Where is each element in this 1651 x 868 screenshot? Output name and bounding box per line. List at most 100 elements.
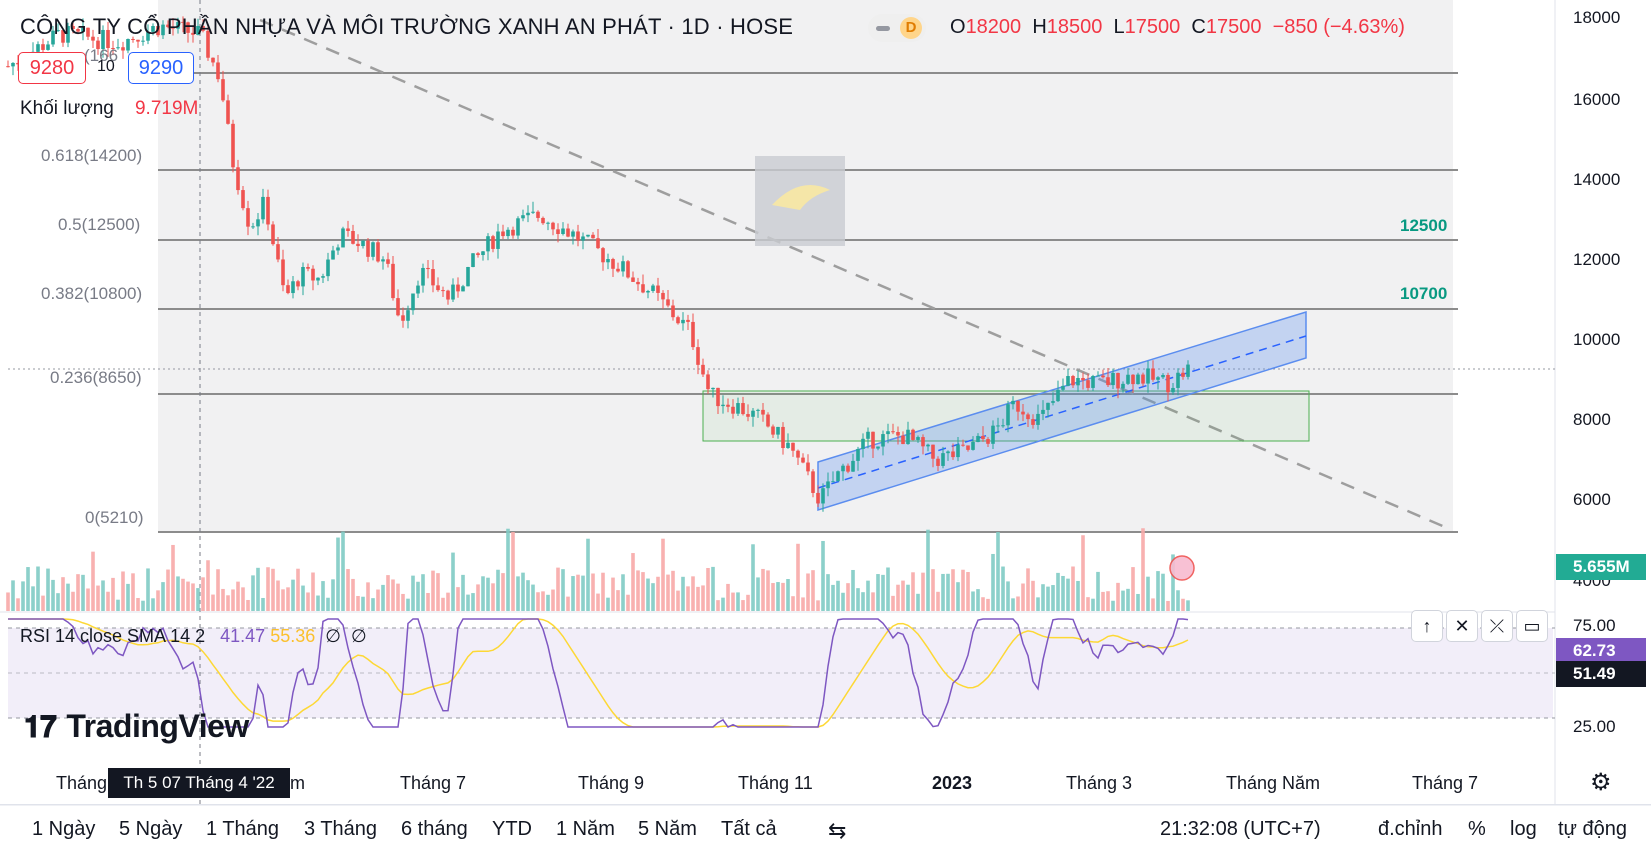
candle-body	[191, 32, 195, 35]
candle-body	[851, 460, 855, 472]
candle-body	[716, 387, 720, 407]
range-ytd-button[interactable]: YTD	[492, 818, 532, 840]
volume-bar	[441, 597, 445, 611]
volume-bar	[1146, 576, 1150, 611]
gear-icon[interactable]: ⚙	[1590, 769, 1612, 796]
volume-bar	[1041, 584, 1045, 611]
candle-body	[921, 437, 925, 447]
auto-scale-button[interactable]: tự động	[1558, 818, 1627, 840]
volume-bar	[281, 589, 285, 611]
fib-background	[158, 0, 1453, 532]
volume-bar	[1171, 554, 1175, 611]
volume-bar	[1131, 567, 1135, 611]
candle-body	[1076, 378, 1080, 386]
candle-body	[736, 403, 740, 414]
buy-button[interactable]: 9290	[128, 52, 194, 84]
volume-bar	[161, 582, 165, 611]
volume-bar	[111, 577, 115, 611]
volume-bar	[396, 583, 400, 611]
sell-button[interactable]: 9280	[18, 52, 86, 84]
candle-body	[521, 215, 525, 219]
candle-body	[261, 196, 265, 220]
close-icon[interactable]: ✕	[1446, 610, 1478, 642]
range-all-button[interactable]: Tất cả	[721, 818, 777, 840]
candle-body	[911, 429, 915, 440]
candle-body	[546, 222, 550, 224]
volume-bar	[796, 543, 800, 611]
volume-bar	[151, 598, 155, 611]
volume-bar	[466, 594, 470, 611]
candle-body	[876, 446, 880, 449]
candle-body	[441, 290, 445, 292]
volume-bar	[1181, 598, 1185, 611]
volume-bar	[521, 572, 525, 611]
volume-legend: Khối lượng 9.719M	[20, 98, 198, 120]
percent-scale-button[interactable]: %	[1468, 818, 1486, 840]
volume-bar	[546, 594, 550, 611]
arrow-up-icon[interactable]: ↑	[1411, 610, 1443, 642]
interval-toggle[interactable]: D	[868, 14, 926, 42]
candle-body	[516, 218, 520, 236]
volume-bar	[781, 582, 785, 611]
candle-body	[756, 409, 760, 411]
candle-body	[46, 44, 50, 50]
volume-bar	[981, 597, 985, 611]
candle-body	[266, 196, 270, 225]
candle-body	[196, 25, 200, 35]
volume-bar	[706, 567, 710, 611]
range-1m-button[interactable]: 1 Tháng	[206, 818, 280, 840]
candle-body	[291, 281, 295, 294]
candle-body	[551, 222, 555, 230]
volume-bar	[1056, 572, 1060, 611]
compare-range-icon[interactable]: ⇆	[828, 818, 847, 843]
fib-label-0236: 0.236(8650)	[50, 368, 142, 387]
candle-body	[1166, 374, 1170, 393]
candle-body	[886, 431, 890, 435]
volume-bar	[666, 574, 670, 611]
candle-body	[636, 281, 640, 285]
candle-body	[491, 236, 495, 249]
candle-body	[241, 190, 245, 209]
volume-bar	[901, 580, 905, 611]
candle-body	[216, 62, 220, 80]
candle-body	[656, 285, 660, 293]
range-3m-button[interactable]: 3 Tháng	[304, 818, 378, 840]
range-1d-button[interactable]: 1 Ngày	[32, 818, 96, 840]
volume-bar	[1156, 571, 1160, 611]
candle-body	[696, 347, 700, 365]
candle-body	[346, 228, 350, 231]
volume-bar	[276, 580, 280, 611]
volume-bar	[1151, 598, 1155, 611]
volume-bar	[731, 592, 735, 611]
volume-bar	[241, 587, 245, 611]
candle-body	[11, 62, 15, 67]
candle-body	[131, 38, 135, 40]
volume-bar	[1031, 580, 1035, 611]
volume-bar	[346, 569, 350, 611]
volume-bar	[961, 569, 965, 611]
range-5y-button[interactable]: 5 Năm	[638, 818, 697, 840]
rsi-line	[8, 618, 1189, 728]
range-1y-button[interactable]: 1 Năm	[556, 818, 615, 840]
volume-bar	[616, 590, 620, 611]
candle-body	[661, 292, 665, 300]
price-tick: 14000	[1573, 170, 1621, 189]
candle-body	[986, 439, 990, 444]
maximize-icon[interactable]: ▭	[1516, 610, 1548, 642]
volume-bar	[1006, 581, 1010, 611]
candle-body	[306, 266, 310, 269]
adjust-button[interactable]: đ.chỉnh	[1378, 818, 1443, 840]
volume-bar	[246, 599, 250, 611]
volume-bar	[401, 593, 405, 611]
volume-bar	[651, 583, 655, 611]
volume-bar	[946, 573, 950, 611]
volume-bar	[171, 544, 175, 611]
candle-body	[936, 458, 940, 466]
range-6m-button[interactable]: 6 tháng	[401, 818, 468, 840]
log-scale-button[interactable]: log	[1510, 818, 1537, 840]
collapse-icon[interactable]: ⤫	[1481, 610, 1513, 642]
volume-bar	[371, 598, 375, 611]
range-5d-button[interactable]: 5 Ngày	[119, 818, 183, 840]
symbol-title[interactable]: CÔNG TY CỔ PHẦN NHỰA VÀ MÔI TRƯỜNG XANH …	[20, 14, 794, 39]
